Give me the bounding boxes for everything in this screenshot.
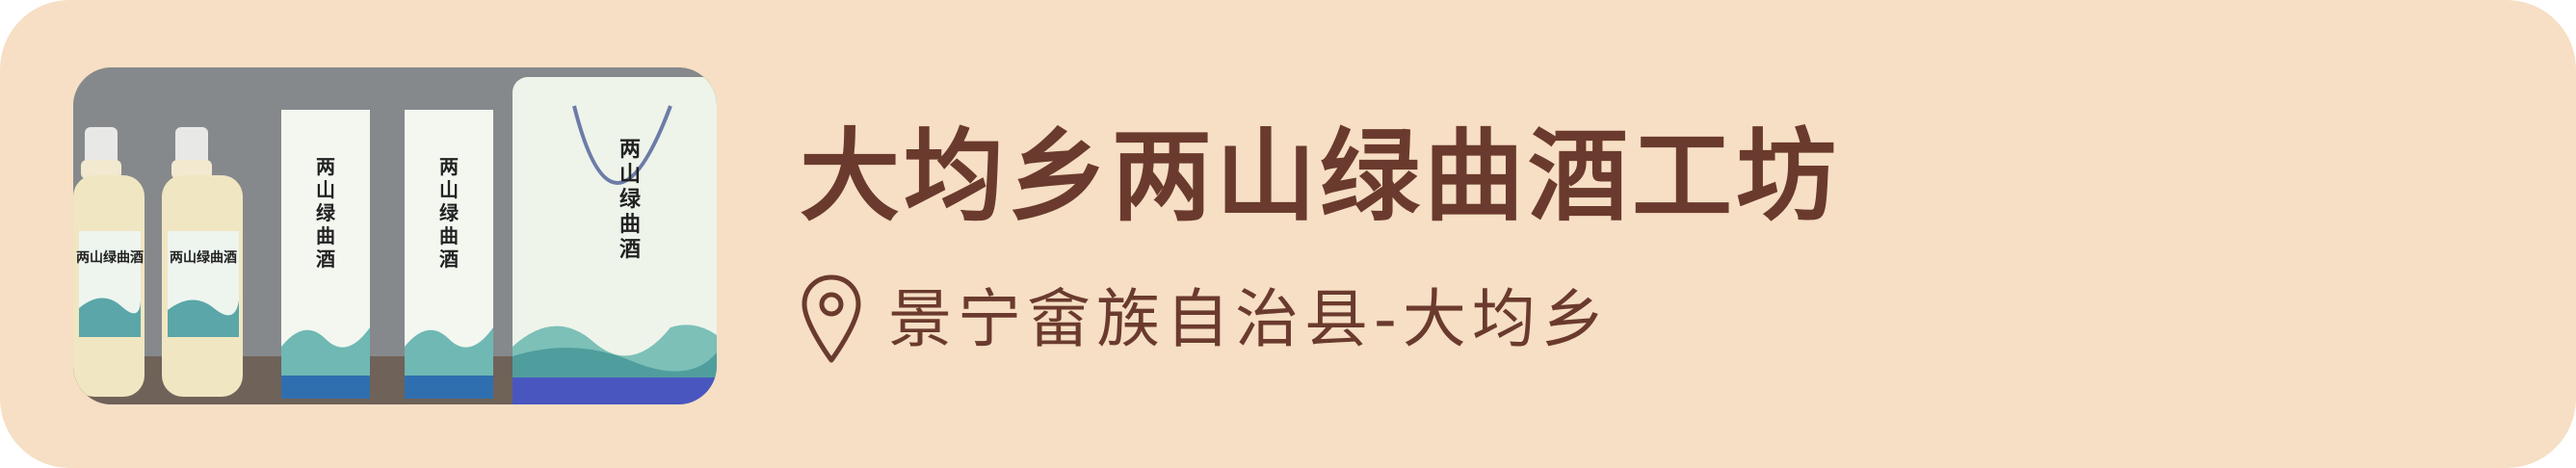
bottle-right: 两山绿曲酒 — [162, 127, 243, 397]
location-text: 景宁畲族自治县-大均乡 — [888, 282, 1611, 356]
gift-box-2: 两山绿曲酒 — [405, 110, 493, 399]
bottle-left: 两山绿曲酒 — [73, 127, 145, 397]
box-1-brand: 两山绿曲酒 — [316, 155, 336, 271]
gift-box-1: 两山绿曲酒 — [281, 110, 370, 399]
product-illustration: 两山绿曲酒 两山绿曲酒 两山绿曲酒 — [73, 67, 717, 404]
box-2-brand: 两山绿曲酒 — [439, 155, 460, 271]
location-row: 景宁畲族自治县-大均乡 — [800, 272, 1611, 368]
bag-brand: 两山绿曲酒 — [619, 137, 642, 262]
gift-bag: 两山绿曲酒 — [513, 77, 717, 404]
workshop-title: 大均乡两山绿曲酒工坊 — [800, 117, 1841, 235]
bottle-right-label: 两山绿曲酒 — [170, 249, 237, 266]
bottle-left-label: 两山绿曲酒 — [76, 249, 144, 266]
map-pin-icon — [802, 274, 861, 363]
product-photo: 两山绿曲酒 两山绿曲酒 两山绿曲酒 — [73, 67, 717, 404]
